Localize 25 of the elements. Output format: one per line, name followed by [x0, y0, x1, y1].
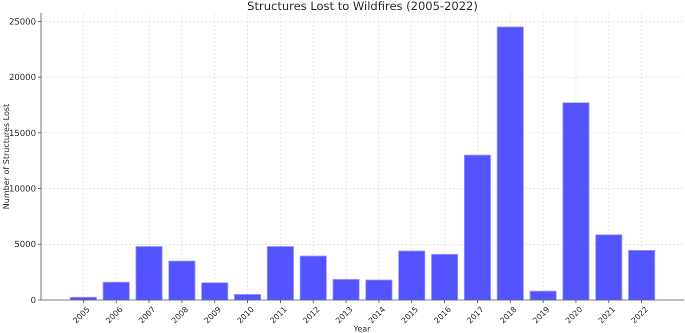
bar	[530, 290, 557, 300]
chart-title: Structures Lost to Wildfires (2005-2022)	[247, 0, 478, 13]
bar	[332, 278, 360, 300]
bar	[595, 234, 622, 300]
y-tick-label: 10000	[8, 184, 36, 195]
bar	[562, 102, 590, 300]
y-axis-title: Number of Structures Lost	[2, 104, 11, 210]
bar	[431, 254, 458, 300]
bar	[201, 282, 228, 300]
bar	[398, 250, 426, 300]
y-tick-label: 0	[30, 296, 36, 306]
bar	[464, 154, 491, 300]
bar	[496, 26, 524, 300]
y-tick-label: 5000	[14, 240, 36, 250]
y-tick-label: 20000	[8, 73, 36, 84]
bar	[628, 250, 656, 300]
y-tick-label: 25000	[8, 17, 36, 28]
bar	[102, 282, 130, 300]
x-axis-title: Year	[352, 324, 372, 333]
bar	[136, 246, 163, 300]
y-tick-label: 15000	[8, 128, 36, 139]
bar	[168, 260, 196, 300]
bar	[266, 246, 294, 300]
bar	[300, 256, 327, 300]
bar	[365, 280, 392, 300]
